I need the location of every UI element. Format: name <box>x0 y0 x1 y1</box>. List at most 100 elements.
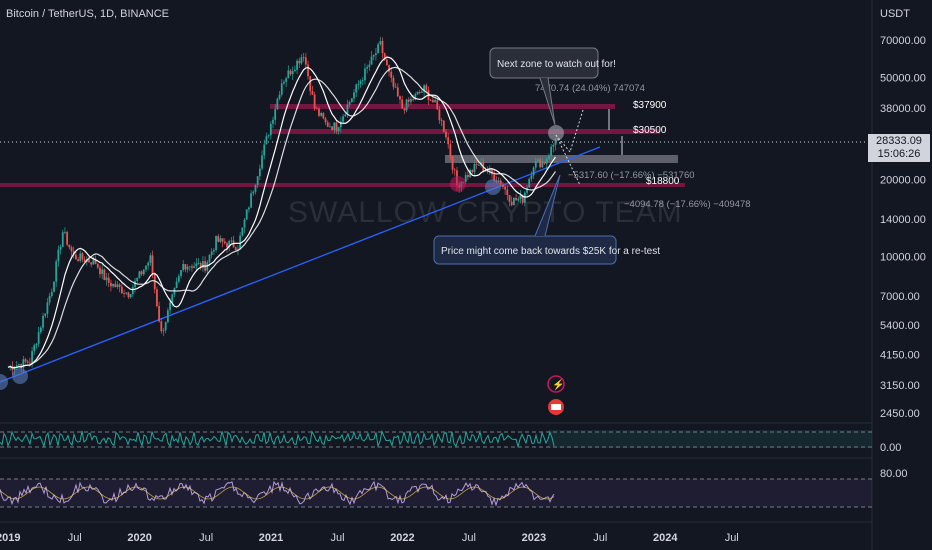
candle-body <box>410 98 412 102</box>
candle-body <box>114 283 117 288</box>
candle-body <box>318 108 320 116</box>
candle-body <box>131 287 134 295</box>
candle-body <box>475 164 478 165</box>
candle-body <box>39 327 42 333</box>
candle-body <box>394 86 397 88</box>
rsi-band <box>0 479 872 507</box>
candle-body <box>15 365 18 368</box>
candle-body <box>368 64 371 67</box>
candle-body <box>552 144 555 147</box>
candle-body <box>44 313 47 316</box>
candle-body <box>421 91 423 93</box>
candle-body <box>33 345 36 352</box>
candle-body <box>530 175 533 179</box>
time-axis-tick: Jul <box>331 532 345 544</box>
candle-body <box>543 161 546 164</box>
candle-body <box>425 85 428 91</box>
candle-body <box>346 104 349 115</box>
candle-body <box>296 60 298 70</box>
measure-down-label-2: −4094.78 (−17.66%) −409478 <box>624 199 751 210</box>
candle-body <box>208 254 211 263</box>
candle-body <box>438 109 441 121</box>
candle-body <box>169 302 171 311</box>
candle-body <box>364 68 366 81</box>
candle-body <box>320 113 323 116</box>
candle-body <box>74 254 77 260</box>
time-axis-tick: 2020 <box>127 532 151 544</box>
candle-body <box>545 158 548 164</box>
candle-body <box>377 44 380 54</box>
measure-down-label-1: −5317.60 (−17.66%) −531760 <box>568 170 695 181</box>
candle-body <box>61 232 64 247</box>
candle-body <box>31 351 33 364</box>
candle-body <box>112 283 115 287</box>
touch-marker-3 <box>450 176 466 192</box>
candle-body <box>20 364 23 368</box>
price-axis[interactable]: 70000.0050000.0038000.0028000.0020000.00… <box>880 35 926 420</box>
candle-body <box>431 100 434 103</box>
rsi-level-label: 80.00 <box>880 468 908 480</box>
candle-body <box>68 244 71 248</box>
candle-body <box>453 169 456 171</box>
rsi-line <box>0 480 555 507</box>
time-axis-tick: 2024 <box>653 532 678 544</box>
candle-body <box>263 144 266 156</box>
candle-body <box>103 269 106 281</box>
candle-body <box>388 65 390 72</box>
callout-top-text: Next zone to watch out for! <box>497 59 616 70</box>
candle-body <box>72 251 75 255</box>
candle-body <box>491 169 493 175</box>
candle-body <box>258 168 261 177</box>
time-axis-tick: 2021 <box>259 532 283 544</box>
candle-body <box>548 155 550 159</box>
candle-body <box>383 53 386 60</box>
candle-body <box>138 271 141 278</box>
resistance-zone-37900 <box>270 104 615 109</box>
candle-body <box>311 91 314 95</box>
candle-body <box>550 146 553 156</box>
candle-body <box>442 120 445 132</box>
candle-body <box>528 178 531 188</box>
moving-average-slow <box>7 66 556 369</box>
candle-body <box>488 169 491 173</box>
candle-body <box>202 261 204 268</box>
time-axis[interactable]: 2019 Jul 2020 Jul 2021 Jul 2022 Jul 2023 Jul 2024 J… <box>0 532 739 544</box>
level-label-18800: $18800 <box>646 176 680 187</box>
candle-body <box>230 240 233 242</box>
candle-body <box>399 96 401 100</box>
callout-top-pointer <box>539 77 556 126</box>
candle-body <box>186 266 189 270</box>
candle-body <box>248 207 250 210</box>
candle-body <box>335 122 338 132</box>
candle-body <box>199 263 202 268</box>
candle-body <box>48 295 51 303</box>
candle-body <box>523 192 526 203</box>
candle-body <box>274 109 277 120</box>
candle-body <box>94 258 97 264</box>
candle-body <box>101 269 104 275</box>
price-axis-tick: 2450.00 <box>880 408 920 420</box>
candle-body <box>519 195 522 200</box>
touch-marker-1 <box>0 374 8 390</box>
candle-body <box>517 199 520 201</box>
candle-body <box>278 94 281 99</box>
callout-bottom-text: Price might come back towards $25K for a… <box>441 246 660 257</box>
candle-body <box>412 98 415 100</box>
candle-body <box>337 127 340 132</box>
lightning-glyph: ⚡ <box>552 378 564 391</box>
candle-body <box>96 263 99 268</box>
candle-body <box>344 114 347 117</box>
candle-body <box>287 70 290 79</box>
candle-body <box>554 140 557 145</box>
bar-countdown: 15:06:26 <box>877 148 921 160</box>
candle-body <box>423 85 425 92</box>
candle-body <box>473 164 476 173</box>
candle-body <box>127 292 130 298</box>
lightning-icon[interactable] <box>547 375 565 393</box>
candle-body <box>147 262 150 266</box>
candle-body <box>396 87 399 97</box>
candle-body <box>269 123 272 136</box>
price-axis-tick: 10000.00 <box>880 252 926 264</box>
candle-body <box>210 251 213 255</box>
